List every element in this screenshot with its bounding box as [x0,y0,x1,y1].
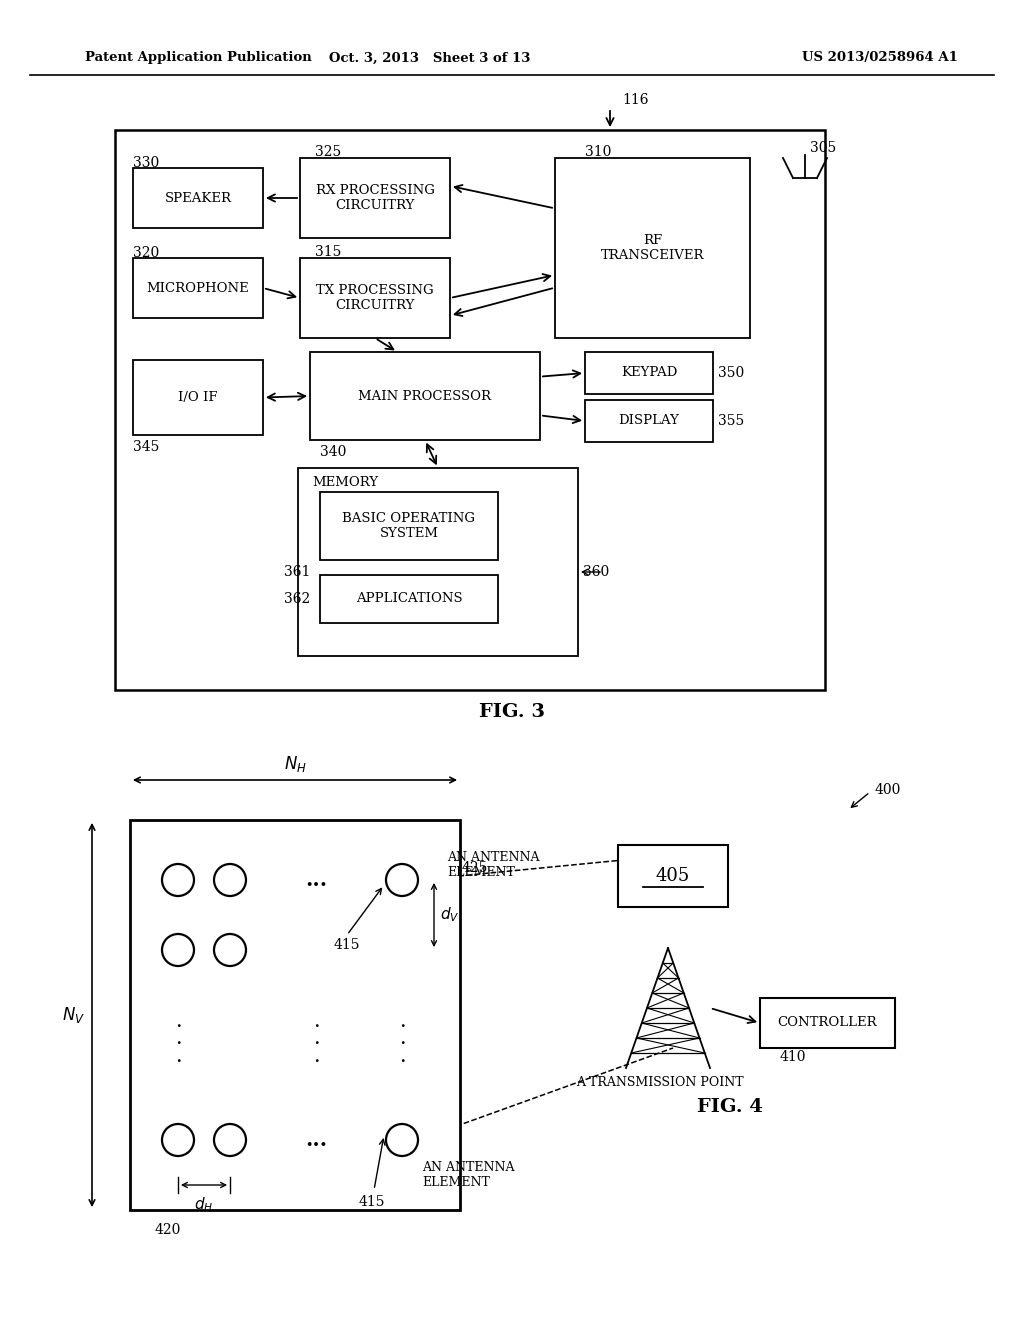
Text: DISPLAY: DISPLAY [618,414,680,428]
Text: A TRANSMISSION POINT: A TRANSMISSION POINT [577,1077,743,1089]
Bar [585,352,713,393]
Text: 305: 305 [810,141,837,154]
Text: CONTROLLER: CONTROLLER [777,1016,878,1030]
Bar [133,168,263,228]
Bar [115,129,825,690]
Text: $N_H$: $N_H$ [284,754,306,774]
Text: 320: 320 [133,246,160,260]
Bar [319,492,498,560]
Text: 325: 325 [315,145,341,158]
Bar [618,845,728,907]
Text: 420: 420 [155,1224,181,1237]
Text: MAIN PROCESSOR: MAIN PROCESSOR [358,389,492,403]
Text: 340: 340 [319,445,346,459]
Bar [319,576,498,623]
Bar [298,469,578,656]
Text: 361: 361 [284,565,310,579]
Bar [555,158,750,338]
Text: 410: 410 [780,1049,807,1064]
Bar [585,400,713,442]
Bar [300,158,450,238]
Bar [310,352,540,440]
Text: 362: 362 [284,591,310,606]
Text: 116: 116 [622,92,648,107]
Text: FIG. 4: FIG. 4 [697,1098,763,1115]
Text: Oct. 3, 2013   Sheet 3 of 13: Oct. 3, 2013 Sheet 3 of 13 [330,51,530,65]
Text: 415: 415 [334,939,360,952]
Text: ...: ... [305,1130,327,1150]
Text: 315: 315 [315,246,341,259]
Text: KEYPAD: KEYPAD [621,367,677,380]
Text: MEMORY: MEMORY [312,475,378,488]
Text: APPLICATIONS: APPLICATIONS [355,593,462,606]
Text: BASIC OPERATING
SYSTEM: BASIC OPERATING SYSTEM [342,512,475,540]
Text: MICROPHONE: MICROPHONE [146,281,250,294]
Text: RX PROCESSING
CIRCUITRY: RX PROCESSING CIRCUITRY [315,183,434,213]
Bar [133,257,263,318]
Text: TX PROCESSING
CIRCUITRY: TX PROCESSING CIRCUITRY [316,284,434,312]
Text: I/O IF: I/O IF [178,391,218,404]
Text: 330: 330 [133,156,160,170]
Text: ·
·
·: · · · [175,1018,181,1072]
Text: ·
·
·: · · · [398,1018,406,1072]
Text: $d_V$: $d_V$ [440,906,460,924]
Text: 405: 405 [656,867,690,884]
Text: ...: ... [305,870,327,890]
Text: 415: 415 [358,1195,385,1209]
Bar [300,257,450,338]
Text: 400: 400 [874,783,901,797]
Text: US 2013/0258964 A1: US 2013/0258964 A1 [802,51,957,65]
Text: 310: 310 [585,145,611,158]
Text: 350: 350 [718,366,744,380]
Text: Patent Application Publication: Patent Application Publication [85,51,311,65]
Text: SPEAKER: SPEAKER [165,191,231,205]
Text: RF
TRANSCEIVER: RF TRANSCEIVER [601,234,705,261]
Bar [760,998,895,1048]
Text: 345: 345 [133,440,160,454]
Text: $d_H$: $d_H$ [195,1196,214,1214]
Text: 355: 355 [718,414,744,428]
Bar [133,360,263,436]
Text: AN ANTENNA
ELEMENT: AN ANTENNA ELEMENT [422,1162,514,1189]
Text: 425: 425 [462,861,488,875]
Text: AN ANTENNA
ELEMENT: AN ANTENNA ELEMENT [447,851,540,879]
Text: $N_V$: $N_V$ [62,1005,86,1026]
Text: 360: 360 [583,565,609,579]
Bar [130,820,460,1210]
Text: ·
·
·: · · · [312,1018,319,1072]
Text: FIG. 3: FIG. 3 [479,704,545,721]
